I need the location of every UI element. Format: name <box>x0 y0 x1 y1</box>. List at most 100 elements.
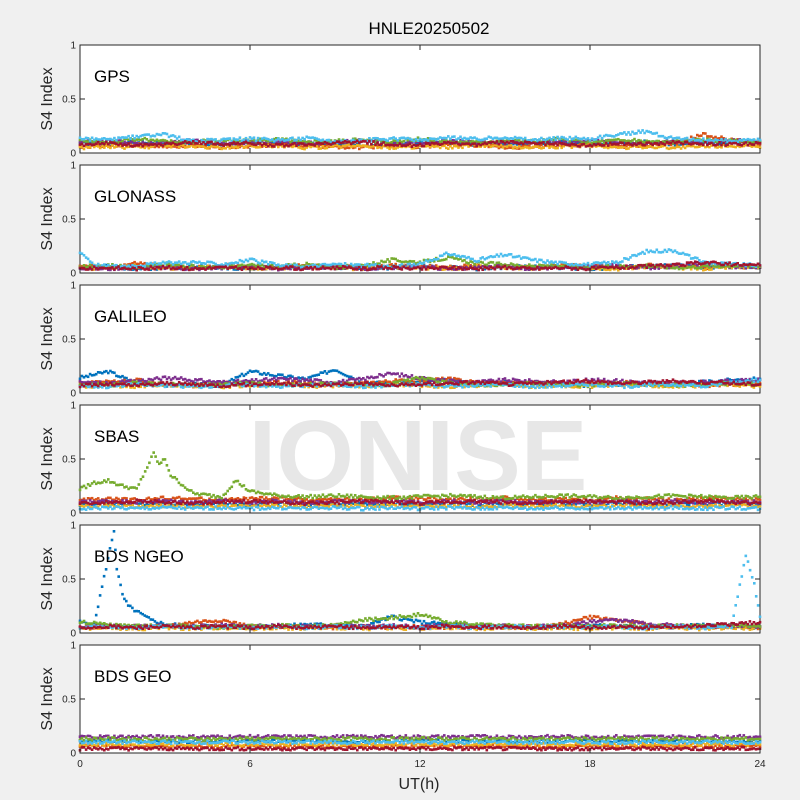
data-point <box>643 263 646 267</box>
data-point <box>382 267 385 271</box>
data-point <box>578 142 582 146</box>
data-point <box>600 261 604 265</box>
data-point <box>641 264 644 267</box>
data-point <box>370 265 373 269</box>
data-point <box>509 262 513 265</box>
data-point <box>127 267 130 271</box>
data-point <box>376 380 379 384</box>
data-point <box>702 132 705 135</box>
data-point <box>459 143 462 147</box>
data-point <box>677 262 681 266</box>
data-point <box>224 139 227 143</box>
data-point <box>479 138 482 142</box>
data-point <box>536 260 539 264</box>
data-point <box>576 266 580 270</box>
data-point <box>750 140 754 144</box>
data-point <box>220 143 223 147</box>
data-point <box>710 144 713 147</box>
data-point <box>123 264 126 268</box>
data-point <box>386 258 389 261</box>
data-point <box>333 262 337 266</box>
data-point <box>228 379 232 383</box>
data-point <box>738 138 742 142</box>
data-point <box>362 145 365 149</box>
data-point <box>489 136 493 139</box>
data-point <box>250 266 254 270</box>
data-point <box>738 145 742 149</box>
data-point <box>78 377 82 381</box>
data-point <box>78 143 82 146</box>
data-point <box>457 144 460 147</box>
data-point <box>637 266 640 269</box>
data-point <box>503 379 507 383</box>
data-point <box>675 264 679 268</box>
data-point <box>398 137 402 140</box>
data-point <box>552 261 555 265</box>
data-point <box>297 263 300 266</box>
data-point <box>663 265 667 269</box>
data-point <box>687 139 691 142</box>
data-point <box>720 146 723 149</box>
data-point <box>364 140 367 143</box>
data-point <box>420 379 424 383</box>
data-point <box>222 137 225 141</box>
data-point <box>752 138 756 141</box>
data-point <box>570 137 574 141</box>
data-point <box>319 267 323 270</box>
data-point <box>149 268 153 271</box>
data-point <box>643 131 646 135</box>
data-point <box>311 136 314 139</box>
data-point <box>268 138 272 142</box>
data-point <box>256 138 260 142</box>
data-point <box>655 263 659 267</box>
data-point <box>536 142 539 146</box>
data-point <box>552 146 555 149</box>
data-point <box>137 136 140 139</box>
data-point <box>418 144 422 147</box>
data-point <box>457 254 460 258</box>
data-point <box>410 138 414 142</box>
data-point <box>143 266 147 270</box>
data-point <box>232 266 236 269</box>
data-point <box>689 135 693 139</box>
data-point <box>669 135 673 138</box>
data-point <box>683 140 687 144</box>
data-point <box>513 135 517 139</box>
data-point <box>277 373 280 376</box>
data-point <box>271 263 274 267</box>
data-point <box>250 257 254 261</box>
data-point <box>552 138 555 142</box>
data-point <box>606 264 610 267</box>
data-point <box>149 140 153 143</box>
data-point <box>554 142 557 145</box>
data-point <box>657 134 661 138</box>
data-point <box>281 139 284 143</box>
data-point <box>633 142 636 145</box>
data-point <box>530 264 533 268</box>
data-point <box>562 137 565 141</box>
data-point <box>742 138 746 141</box>
data-point <box>254 264 258 268</box>
data-point <box>613 135 616 138</box>
data-point <box>232 142 236 146</box>
data-point <box>200 264 203 268</box>
data-point <box>509 144 513 147</box>
data-point <box>149 265 153 268</box>
data-point <box>560 141 563 145</box>
data-point <box>171 134 175 137</box>
data-point <box>667 266 671 270</box>
data-point <box>730 266 733 270</box>
data-point <box>107 371 110 375</box>
data-point <box>675 251 679 254</box>
data-point <box>521 144 525 148</box>
data-point <box>351 138 355 142</box>
data-point <box>351 141 355 144</box>
data-point <box>748 142 752 145</box>
data-point <box>475 144 478 147</box>
data-point <box>732 263 735 267</box>
data-point <box>617 261 620 265</box>
data-point <box>234 145 238 148</box>
data-point <box>497 265 501 269</box>
data-point <box>566 143 569 147</box>
data-point <box>511 255 515 259</box>
